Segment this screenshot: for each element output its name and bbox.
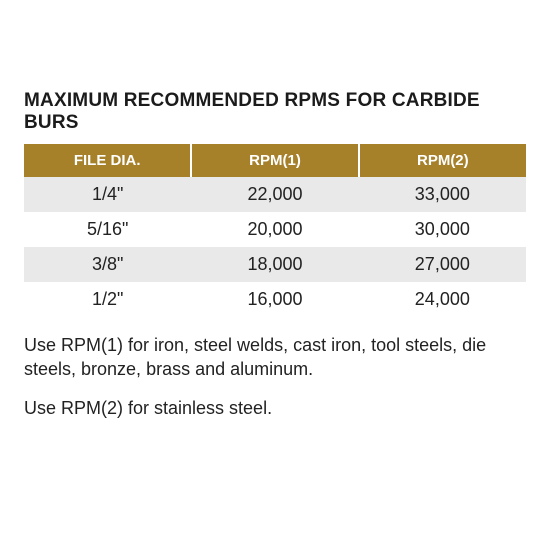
cell-rpm1: 16,000 xyxy=(191,282,358,317)
cell-rpm1: 20,000 xyxy=(191,212,358,247)
table-row: 3/8" 18,000 27,000 xyxy=(24,247,526,282)
cell-dia: 1/2" xyxy=(24,282,191,317)
rpm-table: FILE DIA. RPM(1) RPM(2) 1/4" 22,000 33,0… xyxy=(24,144,526,317)
cell-dia: 1/4" xyxy=(24,177,191,212)
col-header-dia: FILE DIA. xyxy=(24,144,191,177)
cell-dia: 3/8" xyxy=(24,247,191,282)
table-row: 1/2" 16,000 24,000 xyxy=(24,282,526,317)
cell-rpm2: 33,000 xyxy=(359,177,526,212)
col-header-rpm2: RPM(2) xyxy=(359,144,526,177)
cell-dia: 5/16" xyxy=(24,212,191,247)
cell-rpm2: 24,000 xyxy=(359,282,526,317)
col-header-rpm1: RPM(1) xyxy=(191,144,358,177)
cell-rpm2: 30,000 xyxy=(359,212,526,247)
table-header-row: FILE DIA. RPM(1) RPM(2) xyxy=(24,144,526,177)
cell-rpm1: 18,000 xyxy=(191,247,358,282)
note-rpm2: Use RPM(2) for stainless steel. xyxy=(24,396,526,420)
table-row: 1/4" 22,000 33,000 xyxy=(24,177,526,212)
cell-rpm1: 22,000 xyxy=(191,177,358,212)
note-rpm1: Use RPM(1) for iron, steel welds, cast i… xyxy=(24,333,526,382)
page-title: MAXIMUM RECOMMENDED RPMS FOR CARBIDE BUR… xyxy=(24,90,526,134)
cell-rpm2: 27,000 xyxy=(359,247,526,282)
table-row: 5/16" 20,000 30,000 xyxy=(24,212,526,247)
